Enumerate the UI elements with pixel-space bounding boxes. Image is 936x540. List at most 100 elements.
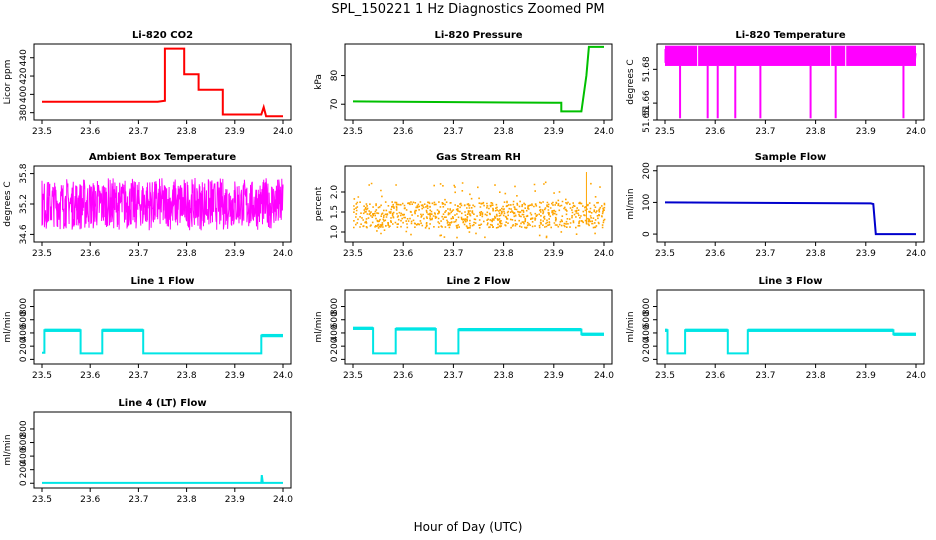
- plot-area: [353, 172, 606, 239]
- y-tick-label: 0: [19, 480, 29, 486]
- y-tick-label: 35.8: [19, 163, 29, 183]
- plot-area: [664, 45, 917, 119]
- x-tick-label: 23.7: [128, 495, 148, 505]
- x-tick-label: 23.5: [655, 249, 675, 259]
- plot-frame: [33, 43, 292, 121]
- panel-title: Line 1 Flow: [131, 276, 195, 287]
- y-tick-label: 420: [19, 67, 29, 84]
- x-tick-label: 23.9: [225, 249, 245, 259]
- x-tick-label: 23.9: [544, 249, 564, 259]
- y-tick-label: 0: [330, 356, 340, 362]
- x-tick-label: 23.7: [755, 371, 775, 381]
- y-axis-label: kPa: [314, 74, 324, 90]
- y-tick-label: 400: [19, 86, 29, 103]
- y-tick-label: 51.68: [642, 56, 652, 82]
- x-tick-label: 23.7: [128, 249, 148, 259]
- y-axis-label: ml/min: [626, 311, 636, 342]
- x-tick-label: 24.0: [594, 127, 614, 137]
- series-noise-band: [458, 327, 582, 332]
- y-tick-label: 600: [642, 311, 652, 328]
- series-noise-band: [581, 332, 604, 336]
- x-tick-label: 23.6: [705, 371, 725, 381]
- x-tick-label: 23.7: [755, 249, 775, 259]
- panel-title: Line 2 Flow: [447, 276, 511, 287]
- chart-panel-2: Li-820 Pressure kPa 23.5 23.6 23.7 23.8 23.9 24…: [314, 30, 614, 137]
- x-tick-label: 23.6: [705, 249, 725, 259]
- x-tick-label: 24.0: [273, 371, 293, 381]
- x-tick-label: 23.9: [225, 371, 245, 381]
- series-noise-band: [44, 328, 81, 332]
- chart-panel-9: Line 3 Flow ml/min 23.5 23.6 23.7 23.8 23.9 24.…: [626, 276, 926, 381]
- x-tick-label: 23.5: [32, 127, 52, 137]
- x-tick-label: 23.8: [806, 249, 826, 259]
- y-tick-label: 400: [330, 324, 340, 341]
- y-axis-label: Licor ppm: [3, 60, 13, 105]
- plot-area: [42, 47, 283, 118]
- x-tick-label: 23.5: [655, 127, 675, 137]
- x-tick-label: 23.5: [655, 371, 675, 381]
- x-tick-label: 24.0: [594, 371, 614, 381]
- plot-frame: [656, 289, 925, 365]
- y-axis-label: ml/min: [3, 434, 13, 465]
- series-noise-band: [353, 326, 374, 330]
- x-tick-label: 23.8: [177, 495, 197, 505]
- x-tick-label: 23.9: [225, 127, 245, 137]
- plot-area: [353, 326, 604, 355]
- plot-frame: [344, 165, 613, 243]
- y-axis-label: degrees C: [626, 59, 636, 104]
- figure-title: SPL_150221 1 Hz Diagnostics Zoomed PM: [331, 2, 604, 17]
- plot-frame: [344, 43, 613, 121]
- y-tick-label: 100: [642, 194, 652, 211]
- y-tick-label: 35.2: [19, 194, 29, 214]
- x-tick-label: 24.0: [906, 127, 926, 137]
- plot-area: [664, 201, 916, 236]
- y-axis-label: ml/min: [3, 311, 13, 342]
- x-tick-label: 23.5: [343, 371, 363, 381]
- y-tick-label: 400: [642, 324, 652, 341]
- x-tick-label: 23.6: [393, 249, 413, 259]
- chart-panel-10: Line 4 (LT) Flow ml/min 23.5 23.6 23.7 23.8 23…: [3, 398, 293, 505]
- y-axis-label: ml/min: [626, 188, 636, 219]
- series-line: [353, 327, 604, 355]
- series-noise-band: [747, 328, 894, 332]
- plot-area: [42, 328, 283, 355]
- y-tick-label: 200: [330, 337, 340, 354]
- panel-title: Gas Stream RH: [436, 152, 521, 163]
- chart-panel-7: Line 1 Flow ml/min 23.5 23.6 23.7 23.8 23.9 24.…: [3, 276, 293, 381]
- x-tick-label: 23.5: [32, 371, 52, 381]
- series-line: [42, 47, 283, 118]
- y-tick-label: 440: [19, 49, 29, 66]
- x-tick-label: 23.7: [128, 127, 148, 137]
- x-tick-label: 23.9: [856, 127, 876, 137]
- y-tick-label: 1.0: [330, 225, 340, 240]
- plot-area: [41, 177, 284, 231]
- series-noise-band: [893, 332, 916, 336]
- y-tick-label: 2.0: [330, 185, 340, 200]
- x-tick-label: 23.5: [32, 249, 52, 259]
- x-tick-label: 23.6: [705, 127, 725, 137]
- y-tick-label: 80: [330, 70, 340, 82]
- x-tick-label: 23.9: [544, 371, 564, 381]
- y-tick-label: 800: [19, 298, 29, 315]
- series-line: [352, 45, 604, 113]
- chart-panel-6: Sample Flow ml/min 23.5 23.6 23.7 23.8 23.9 24.…: [626, 152, 926, 259]
- series-noise-band: [665, 328, 668, 332]
- plot-area: [665, 328, 916, 355]
- x-tick-label: 24.0: [273, 495, 293, 505]
- y-tick-label: 600: [330, 311, 340, 328]
- x-tick-label: 23.8: [177, 371, 197, 381]
- series-band: [665, 45, 916, 66]
- x-tick-label: 23.8: [806, 371, 826, 381]
- y-tick-label: 0: [642, 231, 652, 237]
- x-tick-label: 23.8: [494, 127, 514, 137]
- series-noise-band: [261, 333, 283, 338]
- x-tick-label: 23.9: [544, 127, 564, 137]
- x-tick-label: 24.0: [906, 249, 926, 259]
- x-tick-label: 23.6: [393, 371, 413, 381]
- x-tick-label: 24.0: [273, 127, 293, 137]
- x-tick-label: 23.9: [856, 371, 876, 381]
- x-tick-label: 23.7: [443, 127, 463, 137]
- y-tick-label: 0: [642, 356, 652, 362]
- y-tick-label: 400: [19, 447, 29, 464]
- x-tick-label: 23.6: [80, 371, 100, 381]
